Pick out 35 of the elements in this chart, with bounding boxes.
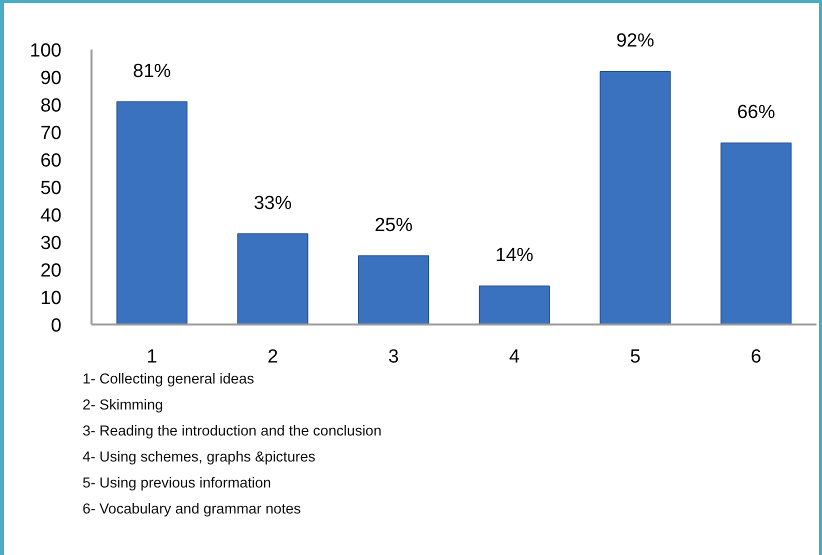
bar: [237, 233, 308, 324]
y-tick-label: 100: [30, 40, 62, 62]
text: 2- Skimming: [82, 398, 164, 414]
y-tick-label: 10: [40, 288, 62, 309]
data-label: 25%: [374, 214, 413, 236]
y-tick-label: 40: [40, 206, 62, 226]
y-tick-label: 0: [50, 316, 62, 336]
y-tick-label: 20: [40, 260, 62, 282]
y-tick-label: 60: [40, 150, 62, 172]
text: 3- Reading the introduction and the conclusion: [82, 424, 382, 440]
y-tick-label: 50: [40, 178, 62, 199]
bar: [600, 71, 671, 324]
data-label: 66%: [737, 102, 776, 123]
y-tick-label: 90: [40, 68, 62, 89]
x-tick-label: 3: [388, 346, 399, 368]
x-tick-label: 5: [630, 346, 641, 368]
bar: [116, 101, 188, 324]
y-tick-label: 80: [40, 96, 62, 116]
x-tick-label: 6: [750, 346, 762, 368]
text: 6- Vocabulary and grammar notes: [82, 502, 301, 518]
bar: [358, 255, 430, 324]
data-label: 14%: [495, 245, 534, 266]
bar: [720, 142, 792, 324]
y-tick-label: 30: [40, 233, 62, 254]
x-tick-label: 1: [146, 346, 158, 368]
data-label: 33%: [254, 192, 292, 214]
x-tick-label: 2: [267, 346, 278, 368]
x-tick-label: 4: [509, 346, 520, 368]
data-label: 81%: [132, 60, 172, 82]
y-tick-label: 70: [40, 123, 62, 144]
text: 5- Using previous information: [82, 476, 272, 492]
data-label: 92%: [616, 30, 654, 52]
text: 4- Using schemes, graphs &pictures: [82, 450, 316, 466]
bar: [478, 286, 550, 324]
text: 1- Collecting general ideas: [82, 372, 254, 388]
